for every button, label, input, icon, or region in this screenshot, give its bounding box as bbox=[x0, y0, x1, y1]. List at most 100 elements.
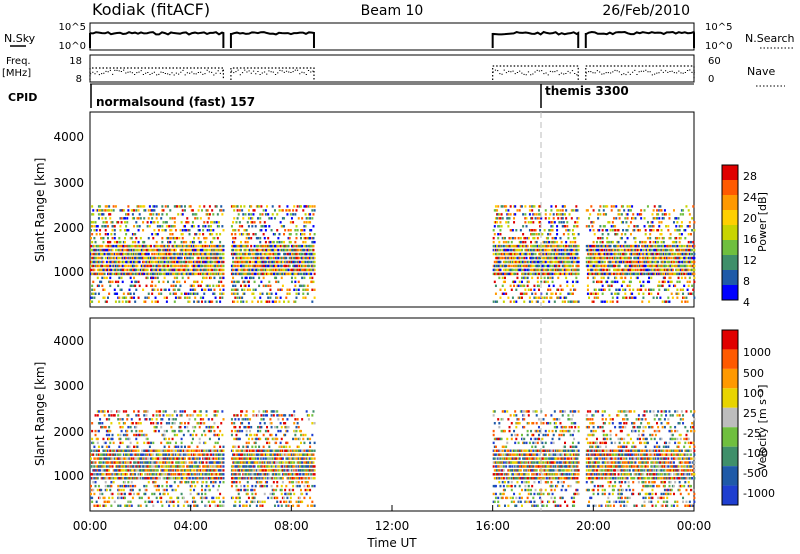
range-gate-cell bbox=[153, 268, 156, 272]
range-gate-cell bbox=[106, 296, 109, 299]
range-gate-cell bbox=[625, 256, 628, 260]
range-gate-cell bbox=[540, 280, 543, 284]
range-gate-cell bbox=[117, 252, 120, 256]
range-gate-cell bbox=[573, 225, 576, 228]
range-gate-cell bbox=[112, 414, 115, 417]
nsky-label: N.Sky bbox=[4, 32, 36, 45]
range-gate-cell bbox=[211, 248, 214, 252]
range-gate-cell bbox=[590, 292, 593, 295]
range-gate-cell bbox=[633, 296, 636, 299]
range-gate-cell bbox=[161, 252, 164, 256]
range-gate-cell bbox=[611, 260, 614, 264]
range-gate-cell bbox=[92, 461, 95, 464]
range-gate-cell bbox=[530, 252, 533, 256]
range-gate-cell bbox=[590, 244, 593, 248]
range-gate-cell bbox=[96, 477, 99, 480]
range-gate-cell bbox=[97, 445, 100, 449]
range-gate-cell bbox=[190, 272, 193, 276]
range-gate-cell bbox=[259, 248, 262, 252]
range-gate-cell bbox=[221, 244, 224, 248]
range-gate-cell bbox=[273, 252, 276, 256]
range-gate-cell bbox=[271, 205, 274, 208]
range-gate-cell bbox=[212, 213, 215, 216]
range-gate-cell bbox=[652, 240, 655, 244]
range-gate-cell bbox=[197, 209, 200, 212]
range-gate-cell bbox=[186, 272, 189, 276]
range-gate-cell bbox=[97, 422, 100, 425]
range-gate-cell bbox=[97, 260, 100, 264]
range-gate-cell bbox=[133, 260, 136, 264]
range-gate-cell bbox=[302, 284, 305, 288]
range-gate-cell bbox=[667, 256, 670, 260]
range-gate-cell bbox=[215, 300, 218, 303]
range-gate-cell bbox=[507, 256, 510, 260]
range-gate-cell bbox=[94, 484, 97, 488]
range-gate-cell bbox=[310, 268, 313, 272]
range-gate-cell bbox=[230, 252, 233, 256]
range-gate-cell bbox=[105, 268, 108, 272]
range-gate-cell bbox=[633, 248, 636, 252]
range-gate-cell bbox=[670, 268, 673, 272]
range-gate-cell bbox=[311, 300, 314, 303]
range-gate-cell bbox=[125, 260, 128, 264]
range-gate-cell bbox=[519, 264, 522, 268]
freq-label-bottom: [MHz] bbox=[2, 68, 31, 79]
range-gate-cell bbox=[122, 268, 125, 272]
range-gate-cell bbox=[243, 268, 246, 272]
range-gate-cell bbox=[154, 477, 157, 480]
range-gate-cell bbox=[665, 213, 668, 216]
range-gate-cell bbox=[156, 225, 159, 228]
range-gate-cell bbox=[133, 410, 136, 413]
range-gate-cell bbox=[246, 268, 249, 272]
range-gate-cell bbox=[590, 248, 593, 252]
range-gate-cell bbox=[180, 268, 183, 272]
range-gate-cell bbox=[105, 445, 108, 449]
range-gate-cell bbox=[523, 268, 526, 272]
range-gate-cell bbox=[237, 268, 240, 272]
range-gate-cell bbox=[564, 260, 567, 264]
range-gate-cell bbox=[606, 248, 609, 252]
range-gate-cell bbox=[203, 264, 206, 268]
range-gate-cell bbox=[641, 264, 644, 268]
range-gate-cell bbox=[104, 504, 107, 507]
range-gate-cell bbox=[106, 236, 109, 240]
range-gate-cell bbox=[252, 288, 255, 291]
range-gate-cell bbox=[519, 244, 522, 248]
range-gate-cell bbox=[139, 453, 142, 456]
range-gate-cell bbox=[679, 268, 682, 272]
range-gate-cell bbox=[188, 272, 191, 276]
range-gate-cell bbox=[129, 272, 132, 276]
range-gate-cell bbox=[662, 260, 665, 264]
range-gate-cell bbox=[195, 248, 198, 252]
range-gate-cell bbox=[283, 268, 286, 272]
range-gate-cell bbox=[104, 473, 107, 476]
range-gate-cell bbox=[507, 296, 510, 299]
range-gate-cell bbox=[619, 244, 622, 248]
range-gate-cell bbox=[91, 429, 94, 433]
range-gate-cell bbox=[573, 233, 576, 236]
range-gate-cell bbox=[610, 264, 613, 268]
range-gate-cell bbox=[148, 473, 151, 476]
range-gate-cell bbox=[686, 264, 689, 268]
range-gate-cell bbox=[655, 272, 658, 276]
range-gate-cell bbox=[156, 248, 159, 252]
range-gate-cell bbox=[180, 252, 183, 256]
range-gate-cell bbox=[300, 272, 303, 276]
range-gate-cell bbox=[221, 272, 224, 276]
range-gate-cell bbox=[562, 225, 565, 228]
range-gate-cell bbox=[304, 296, 307, 299]
range-gate-cell bbox=[303, 244, 306, 248]
nsky-tick-low: 10^0 bbox=[59, 41, 86, 52]
range-gate-cell bbox=[148, 256, 151, 260]
range-gate-cell bbox=[152, 221, 155, 224]
range-gate-cell bbox=[305, 288, 308, 291]
range-gate-cell bbox=[246, 280, 249, 284]
range-gate-cell bbox=[106, 252, 109, 256]
range-gate-cell bbox=[179, 296, 182, 299]
range-gate-cell bbox=[259, 260, 262, 264]
range-gate-cell bbox=[674, 229, 677, 232]
range-gate-cell bbox=[120, 457, 123, 460]
range-gate-cell bbox=[200, 248, 203, 252]
range-gate-cell bbox=[95, 473, 98, 476]
range-gate-cell bbox=[169, 240, 172, 244]
